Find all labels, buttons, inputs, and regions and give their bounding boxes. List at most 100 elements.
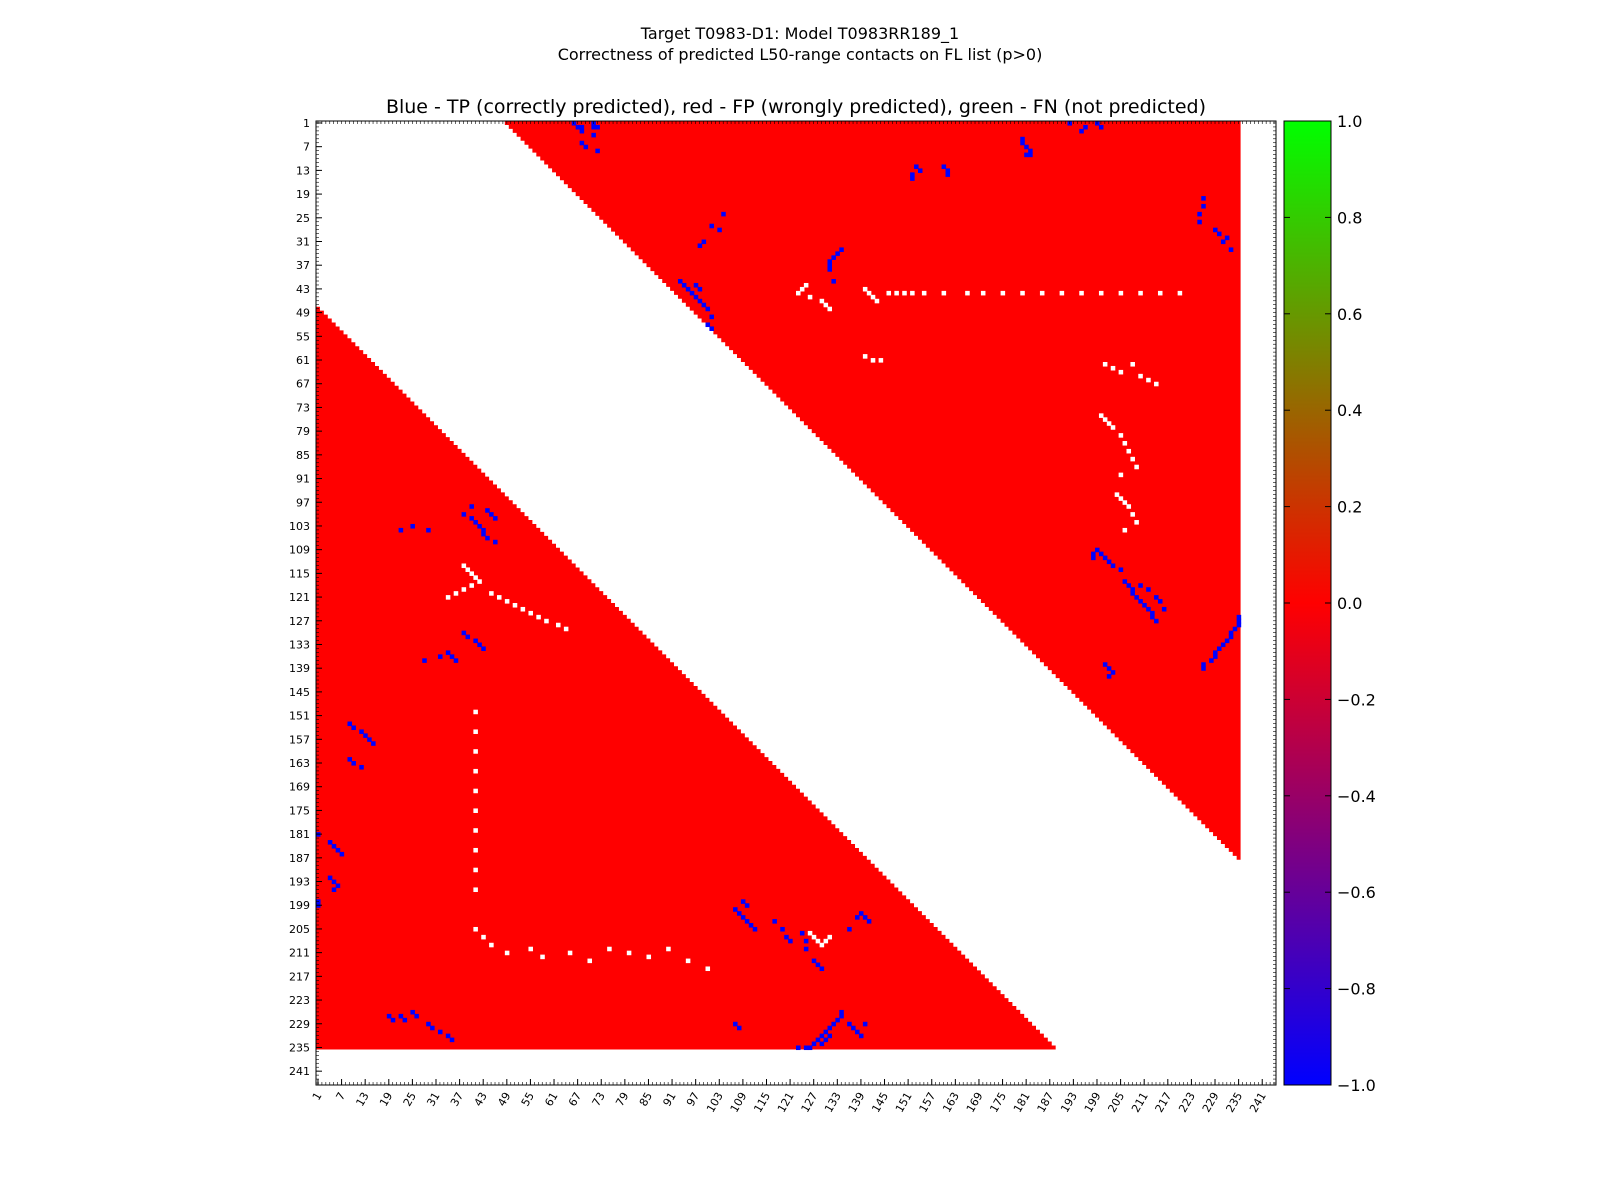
unmapped-cell <box>520 606 526 612</box>
plot-frame <box>315 120 1277 1086</box>
suptitle-line-1: Target T0983-D1: Model T0983RR189_1 <box>640 24 959 44</box>
unmapped-cell <box>536 614 541 620</box>
unmapped-cell <box>481 934 486 940</box>
unmapped-cell <box>1118 290 1124 296</box>
tp-cell <box>705 306 711 312</box>
y-tick-label: 223 <box>289 994 310 1007</box>
y-tick-label: 91 <box>296 473 310 486</box>
unmapped-cell <box>473 575 478 580</box>
x-tick-label: 37 <box>448 1090 466 1109</box>
colorbar-tick-label: 1.0 <box>1337 112 1362 131</box>
y-tick-label: 25 <box>296 212 310 225</box>
tp-cell <box>1146 587 1151 592</box>
unmapped-cell <box>646 954 652 960</box>
tp-cell <box>858 1033 864 1039</box>
tp-cell <box>1216 231 1222 237</box>
tp-cell <box>803 1045 809 1051</box>
tp-cell <box>390 1017 396 1023</box>
x-tick-label: 55 <box>519 1090 537 1109</box>
unmapped-cell <box>496 595 502 600</box>
tp-cell <box>697 286 703 292</box>
tp-cell <box>473 520 478 525</box>
tp-cell <box>422 658 427 663</box>
x-tick-label: 211 <box>1129 1090 1151 1115</box>
unmapped-cell <box>469 583 474 588</box>
tp-cell <box>449 1037 455 1043</box>
tp-cell <box>445 650 451 655</box>
y-tick-label: 73 <box>296 401 310 414</box>
y-tick-label: 1 <box>303 117 310 130</box>
tp-cell <box>744 919 750 924</box>
tp-cell <box>1106 559 1112 565</box>
unmapped-cell <box>1134 464 1139 470</box>
tp-cell <box>1130 591 1135 596</box>
unmapped-cell <box>807 930 813 936</box>
unmapped-cell <box>874 298 880 304</box>
tp-cell <box>1213 654 1218 659</box>
tp-cell <box>1102 662 1108 667</box>
tp-cell <box>827 1025 833 1031</box>
unmapped-cell <box>666 946 671 952</box>
tp-cell <box>1154 618 1159 624</box>
unmapped-cell <box>469 571 474 576</box>
unmapped-cell <box>1134 520 1139 525</box>
tp-cell <box>351 761 356 766</box>
unmapped-cell <box>607 946 612 952</box>
y-tick-label: 19 <box>296 188 310 201</box>
tp-cell <box>1236 614 1242 620</box>
x-tick-label: 187 <box>1035 1090 1057 1115</box>
unmapped-cell <box>504 599 510 604</box>
tp-cell <box>410 523 415 529</box>
y-tick-label: 229 <box>289 1018 310 1031</box>
x-tick-label: 169 <box>964 1090 986 1115</box>
y-tick-label: 79 <box>296 425 310 438</box>
tp-cell <box>736 911 742 916</box>
x-tick-label: 19 <box>377 1090 395 1109</box>
y-tick-label: 139 <box>289 662 310 675</box>
tp-cell <box>1232 626 1238 632</box>
tp-cell <box>1130 587 1135 592</box>
unmapped-cell <box>902 290 907 296</box>
tp-cell <box>1228 634 1234 640</box>
unmapped-cell <box>567 950 573 956</box>
unmapped-cell <box>473 828 478 833</box>
tp-cell <box>851 1025 856 1031</box>
x-tick-label: 109 <box>728 1090 750 1115</box>
unmapped-cell <box>528 946 533 952</box>
tp-cell <box>437 654 443 659</box>
tp-cell <box>709 326 714 331</box>
tp-cell <box>697 243 703 249</box>
y-tick-label: 217 <box>289 970 310 983</box>
tp-cell <box>823 1037 829 1043</box>
tp-cell <box>847 926 852 932</box>
unmapped-cell <box>862 354 868 359</box>
tp-cell <box>453 658 459 663</box>
unmapped-cell <box>921 290 927 296</box>
y-tick-label: 187 <box>289 852 310 865</box>
tp-cell <box>744 903 750 908</box>
tp-cell <box>1236 622 1242 628</box>
x-tick-label: 25 <box>401 1090 419 1109</box>
unmapped-cell <box>445 595 451 600</box>
plot-area: 1 7 13 19 25 31 37 43 49 55 61 67 73 79 85 91 97 103 109 11… <box>289 117 1277 1115</box>
lower-triangle-region <box>316 306 1056 1050</box>
unmapped-cell <box>1130 512 1135 517</box>
tp-cell <box>1126 583 1132 588</box>
tp-cell <box>1067 121 1073 126</box>
unmapped-cell <box>1157 290 1163 296</box>
upper-triangle-region <box>504 121 1241 860</box>
y-tick-label: 115 <box>289 567 310 580</box>
tp-cell <box>1024 144 1029 150</box>
x-tick-label: 157 <box>917 1090 939 1115</box>
y-tick-label: 49 <box>296 307 310 320</box>
unmapped-cell <box>544 618 549 624</box>
unmapped-cell <box>815 938 821 944</box>
y-tick-label: 145 <box>289 686 310 699</box>
colorbar-tick-label: −0.6 <box>1337 883 1376 902</box>
tp-cell <box>811 958 817 964</box>
tp-cell <box>835 251 840 256</box>
tp-cell <box>1028 152 1033 158</box>
tp-cell <box>831 1021 836 1027</box>
unmapped-cell <box>965 290 970 296</box>
tp-cell <box>677 279 683 284</box>
